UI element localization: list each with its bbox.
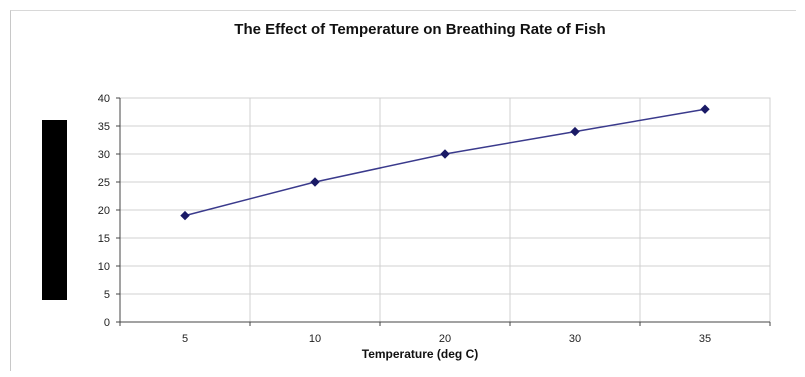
chart-title: The Effect of Temperature on Breathing R… (234, 21, 606, 38)
data-point (180, 210, 190, 221)
x-tick-label: 10 (309, 333, 321, 345)
y-tick-label: 40 (98, 93, 110, 105)
y-tick-label: 35 (98, 121, 110, 133)
y-tick-label: 10 (98, 261, 110, 273)
x-axis-label: Temperature (deg C) (361, 347, 479, 361)
y-tick-label: 15 (98, 233, 110, 245)
y-tick-label: 5 (104, 289, 110, 301)
y-tick-label: 30 (98, 149, 110, 161)
x-tick-label: 20 (439, 333, 451, 345)
y-tick-label: 20 (98, 205, 110, 217)
y-tick-label: 0 (104, 317, 110, 329)
data-point (310, 177, 320, 187)
x-tick-label: 35 (699, 333, 711, 345)
x-tick-label: 5 (182, 333, 188, 345)
chart-frame (10, 10, 796, 371)
data-point (700, 104, 710, 114)
x-tick-label: 30 (569, 333, 581, 345)
data-point (570, 126, 580, 137)
y-axis-label-redacted (42, 120, 67, 300)
y-tick-label: 25 (98, 177, 110, 189)
data-point (440, 149, 450, 159)
